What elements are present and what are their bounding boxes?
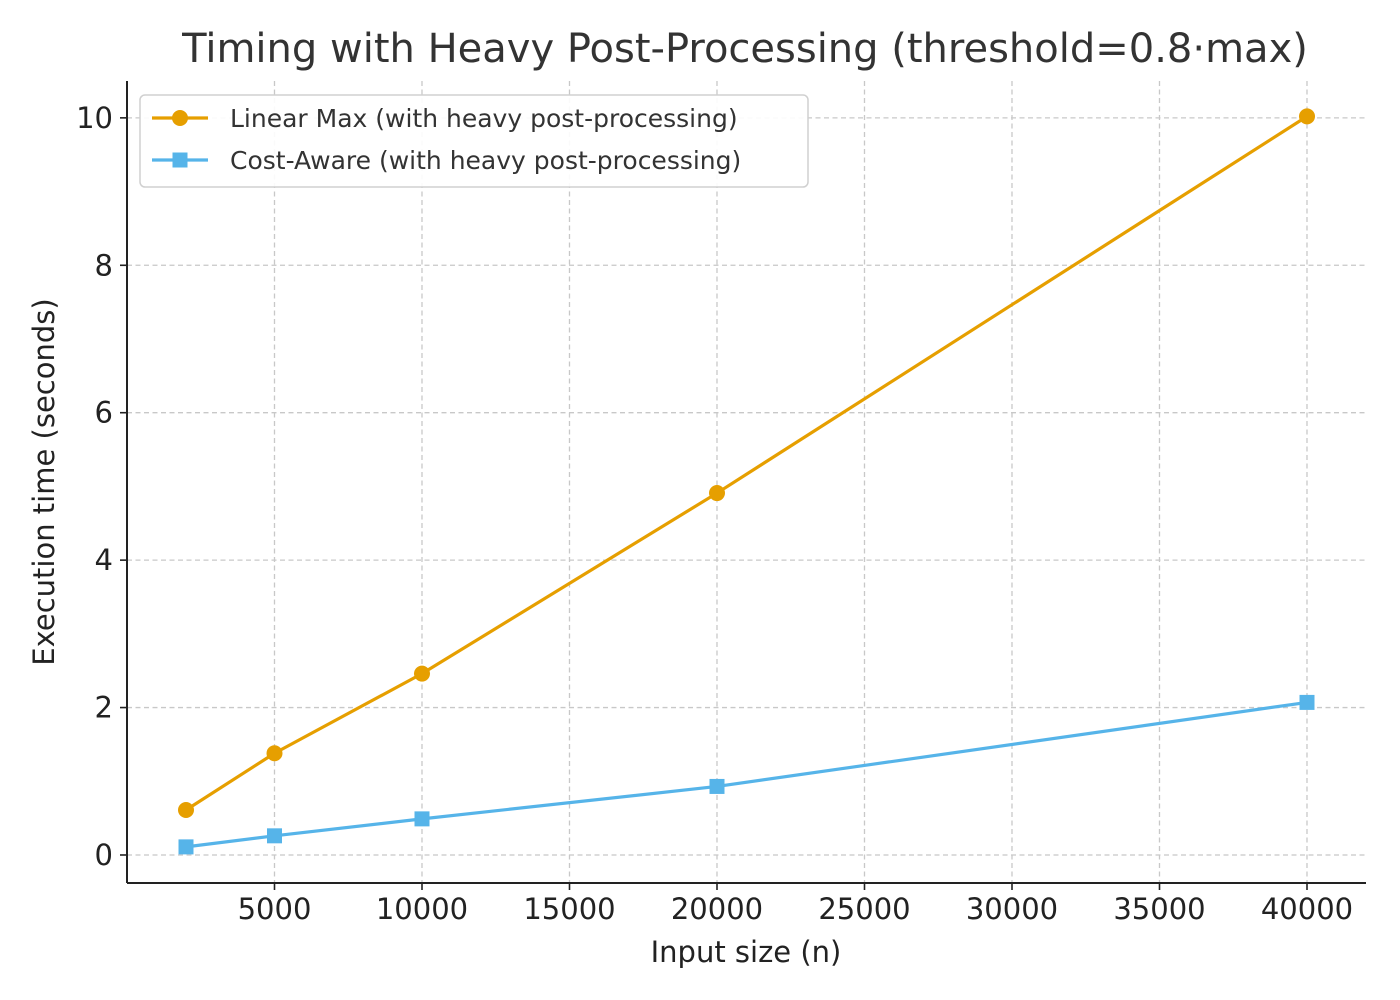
data-point	[267, 828, 282, 844]
grid	[127, 81, 1366, 883]
legend-item: Cost-Aware (with heavy post-processing)	[152, 146, 741, 175]
legend-marker	[172, 110, 188, 126]
data-point	[709, 778, 725, 794]
y-axis-label: Execution time (seconds)	[27, 298, 61, 665]
tick-labels: 5000 10000 15000 20000 25000 30000 35000 40000 0…	[76, 101, 1353, 926]
data-point	[414, 811, 430, 827]
x-tick-label: 15000	[523, 892, 615, 926]
series-2	[178, 694, 1315, 855]
series-line	[185, 115, 1308, 812]
legend-item: Linear Max (with heavy post-processing)	[152, 104, 738, 133]
legend-label: Cost-Aware (with heavy post-processing)	[230, 146, 741, 175]
data-point	[178, 802, 194, 819]
y-tick-label: 6	[95, 396, 113, 430]
x-tick-label: 10000	[376, 892, 468, 926]
legend-marker	[172, 152, 188, 168]
x-tick-label: 5000	[238, 892, 312, 926]
chart-title: Timing with Heavy Post-Processing (thres…	[181, 26, 1308, 72]
legend-label: Linear Max (with heavy post-processing)	[230, 104, 738, 133]
legend: Linear Max (with heavy post-processing) C…	[139, 94, 809, 188]
axes	[120, 81, 1366, 890]
x-tick-label: 35000	[1113, 892, 1205, 926]
legend-box	[139, 94, 809, 188]
x-tick-label: 20000	[671, 892, 763, 926]
x-tick-label: 25000	[818, 892, 910, 926]
data-point	[178, 839, 194, 855]
data-point	[266, 745, 283, 762]
y-tick-label: 10	[76, 101, 113, 135]
y-tick-label: 0	[95, 838, 113, 872]
series-1	[178, 108, 1315, 819]
x-tick-label: 40000	[1261, 892, 1353, 926]
y-tick-label: 2	[95, 691, 113, 725]
data-point	[414, 665, 430, 682]
y-tick-label: 8	[95, 248, 113, 282]
data-point	[1299, 108, 1315, 125]
data-point	[709, 485, 725, 502]
x-axis-label: Input size (n)	[651, 935, 842, 969]
y-tick-label: 4	[95, 543, 113, 577]
plot-series	[178, 108, 1315, 855]
x-tick-label: 30000	[966, 892, 1058, 926]
data-point	[1299, 694, 1315, 710]
series-line	[185, 700, 1308, 849]
